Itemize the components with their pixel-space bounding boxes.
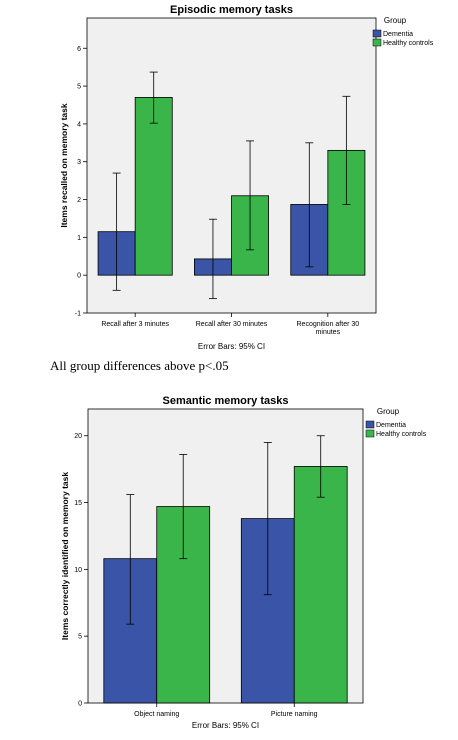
y-tick-label: 20: [74, 433, 82, 440]
y-tick-label: 0: [78, 701, 82, 708]
y-tick-label: 0: [77, 273, 81, 280]
legend-title: Group: [384, 16, 407, 25]
y-tick-label: 5: [77, 84, 81, 91]
y-tick-label: 15: [74, 500, 82, 507]
legend-swatch: [372, 38, 382, 47]
legend-item: Dementia: [383, 31, 413, 38]
x-category-label: Recall after 3 minutes: [101, 321, 169, 328]
y-tick-label: 5: [78, 634, 82, 641]
y-tick-label: 4: [77, 121, 81, 128]
legend-item: Dementia: [376, 422, 406, 429]
chart-title: Semantic memory tasks: [163, 395, 289, 407]
legend-title: Group: [377, 407, 400, 416]
x-category-label: Picture naming: [271, 711, 318, 718]
y-axis-label: Items correctly identified on memory tas…: [60, 472, 70, 640]
bar: [293, 466, 348, 704]
significance-remark: All group differences above p<.05: [50, 358, 229, 373]
legend-swatch: [365, 429, 375, 438]
x-category-label: minutes: [316, 329, 341, 336]
error-bar-note: Error Bars: 95% CI: [198, 342, 265, 351]
y-tick-label: 1: [77, 235, 81, 242]
semantic-memory-chart: Semantic memory tasks 0 5 10 15 20 Items corre…: [60, 395, 427, 730]
y-tick-label: 10: [74, 567, 82, 574]
y-tick-label: 2: [77, 197, 81, 204]
x-category-label: Object naming: [134, 711, 179, 718]
legend-item: Healthy controls: [383, 40, 434, 47]
legend-swatch: [372, 29, 382, 38]
y-tick-label: -1: [75, 311, 81, 318]
chart-title: Episodic memory tasks: [170, 4, 293, 16]
y-tick-label: 3: [77, 159, 81, 166]
legend-swatch: [365, 420, 375, 429]
x-category-label: Recall after 30 minutes: [196, 321, 268, 328]
episodic-memory-chart: Episodic memory tasks -1 0 1 2 3 4 5 6 Items reca…: [59, 4, 434, 351]
error-bar-note: Error Bars: 95% CI: [192, 721, 259, 730]
y-axis-label: Items recalled on memory task: [59, 103, 69, 228]
x-category-label: Recognition after 30: [297, 321, 360, 328]
y-tick-label: 6: [77, 46, 81, 53]
legend-item: Healthy controls: [376, 431, 427, 438]
bar: [134, 97, 173, 276]
